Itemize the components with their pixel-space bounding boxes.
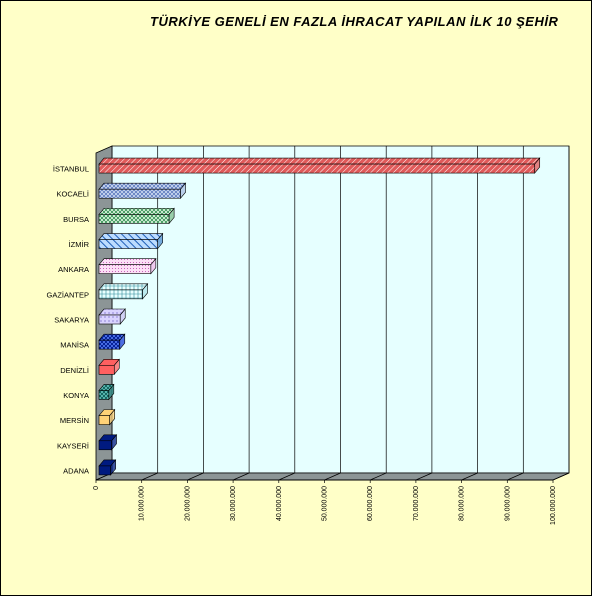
floor-gridline — [232, 472, 250, 481]
category-label: MANİSA — [60, 341, 89, 350]
bar-end-face — [157, 232, 163, 250]
bar-top-face — [98, 208, 175, 215]
category-label: ADANA — [63, 466, 89, 475]
bar-2 — [98, 188, 181, 199]
bar-top-face — [98, 182, 187, 190]
x-tick-label: 40.000.000 — [276, 486, 283, 521]
category-label: MERSİN — [60, 416, 89, 425]
bar-4 — [98, 239, 158, 249]
x-tick-label: 10.000.000 — [139, 486, 146, 521]
bar-end-face — [110, 459, 116, 476]
bar-3 — [98, 214, 170, 224]
category-label: BURSA — [63, 215, 89, 224]
x-tick-label: 30.000.000 — [230, 486, 237, 521]
category-label: DENİZLİ — [60, 366, 89, 375]
bar-13 — [98, 465, 111, 476]
bar-top-face — [98, 233, 164, 240]
bar-10 — [98, 390, 110, 400]
floor-gridline — [278, 472, 295, 481]
bar-top-face — [98, 157, 541, 165]
x-tick-label: 0 — [93, 486, 100, 490]
category-label: GAZİANTEP — [46, 290, 89, 299]
category-label: İZMİR — [69, 240, 90, 249]
category-label: ANKARA — [58, 265, 89, 274]
bar-end-face — [142, 283, 148, 300]
floor-gridline — [507, 472, 524, 481]
bar-6 — [98, 289, 143, 300]
bar-8 — [98, 339, 121, 350]
bar-end-face — [111, 433, 117, 451]
x-tick-label: 70.000.000 — [413, 486, 420, 521]
bar-end-face — [180, 182, 186, 200]
x-tick-label: 60.000.000 — [367, 486, 374, 521]
floor-gridline — [141, 472, 158, 481]
bar-end-face — [534, 157, 541, 174]
floor-gridline — [370, 472, 387, 481]
category-label: SAKARYA — [54, 316, 89, 325]
bar-end-face — [168, 207, 175, 225]
floor-gridline — [552, 472, 570, 481]
x-tick-label: 90.000.000 — [504, 486, 511, 521]
floor-gridline — [187, 472, 204, 481]
category-label: KAYSERİ — [57, 441, 89, 450]
floor-gridline — [461, 472, 478, 481]
x-tick-label: 100.000.000 — [550, 486, 557, 525]
bar-end-face — [119, 308, 126, 325]
x-tick-label: 20.000.000 — [184, 486, 191, 521]
category-label: KONYA — [63, 391, 89, 400]
x-tick-label: 80.000.000 — [459, 486, 466, 521]
x-tick-label: 50.000.000 — [322, 486, 329, 521]
bar-end-face — [150, 257, 157, 275]
bar-end-face — [109, 408, 116, 426]
bar-end-face — [113, 358, 120, 376]
bar-top-face — [98, 258, 157, 265]
bar-end-face — [108, 383, 115, 401]
bar-9 — [98, 365, 115, 375]
category-label: İSTANBUL — [53, 165, 89, 174]
bar-7 — [98, 314, 121, 325]
floor-gridline — [415, 472, 433, 481]
floor-gridline — [324, 472, 341, 481]
bar-1 — [98, 163, 536, 174]
bar-5 — [98, 264, 152, 274]
bar-12 — [98, 440, 112, 451]
category-label: KOCAELİ — [56, 190, 89, 199]
bar-11 — [98, 415, 111, 425]
bar-top-face — [98, 283, 149, 291]
bar-end-face — [119, 333, 126, 350]
chart-title: TÜRKİYE GENELİ EN FAZLA İHRACAT YAPILAN … — [150, 14, 559, 29]
